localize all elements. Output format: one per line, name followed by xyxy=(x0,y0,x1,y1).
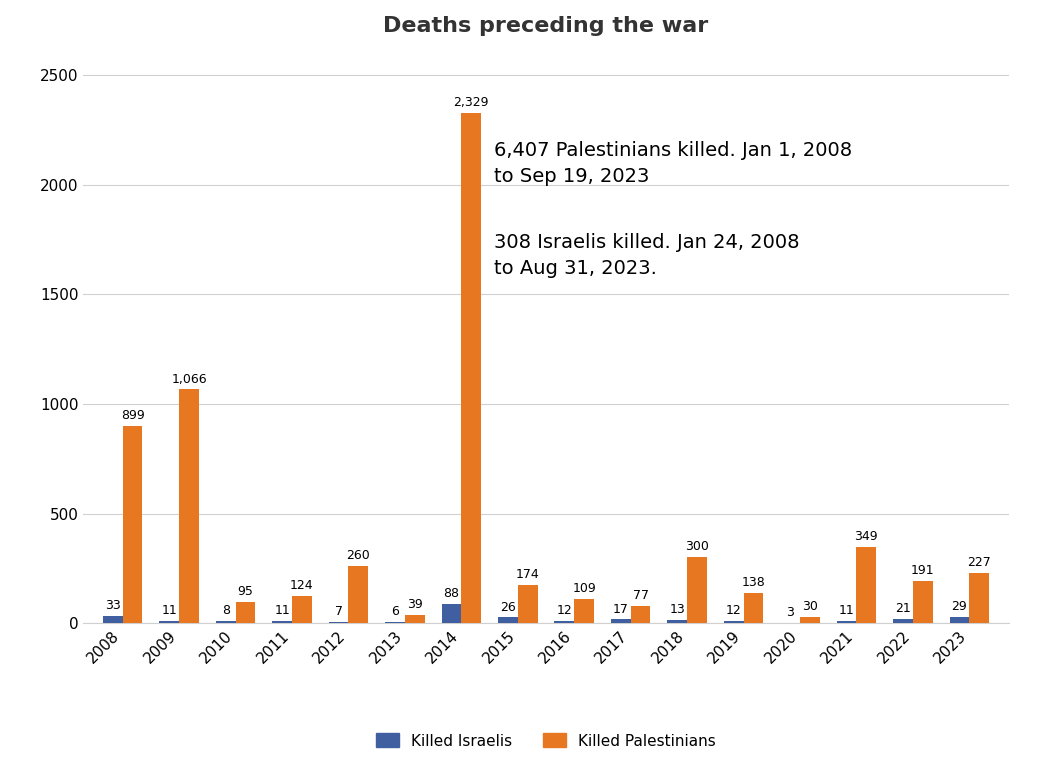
Bar xyxy=(668,620,687,623)
Text: 227: 227 xyxy=(967,556,991,569)
Text: 95: 95 xyxy=(237,585,254,598)
Title: Deaths preceding the war: Deaths preceding the war xyxy=(384,17,708,36)
Text: 39: 39 xyxy=(407,597,422,611)
Bar xyxy=(744,593,763,623)
Bar xyxy=(103,616,123,623)
Bar xyxy=(159,621,179,623)
Bar xyxy=(442,604,462,623)
Text: 191: 191 xyxy=(911,565,935,578)
Text: 33: 33 xyxy=(105,599,121,612)
Legend: Killed Israelis, Killed Palestinians: Killed Israelis, Killed Palestinians xyxy=(376,733,716,749)
Text: 12: 12 xyxy=(556,603,572,616)
Bar xyxy=(969,574,989,623)
Text: 899: 899 xyxy=(121,409,145,422)
Bar xyxy=(272,621,292,623)
Text: 109: 109 xyxy=(572,582,596,595)
Bar xyxy=(348,566,368,623)
Bar xyxy=(724,621,744,623)
Text: 11: 11 xyxy=(161,604,177,617)
Text: 11: 11 xyxy=(838,604,855,617)
Text: 1,066: 1,066 xyxy=(172,372,207,385)
Text: 349: 349 xyxy=(855,530,878,543)
Text: 88: 88 xyxy=(443,587,460,600)
Text: 11: 11 xyxy=(275,604,290,617)
Text: 6,407 Palestinians killed. Jan 1, 2008
to Sep 19, 2023: 6,407 Palestinians killed. Jan 1, 2008 t… xyxy=(494,141,852,186)
Bar xyxy=(292,596,312,623)
Text: 12: 12 xyxy=(726,603,742,616)
Text: 30: 30 xyxy=(802,600,817,613)
Text: 3: 3 xyxy=(786,606,794,619)
Text: 8: 8 xyxy=(222,604,230,617)
Bar xyxy=(836,621,856,623)
Text: 29: 29 xyxy=(952,600,967,613)
Text: 17: 17 xyxy=(613,603,629,616)
Bar xyxy=(498,617,518,623)
Text: 26: 26 xyxy=(500,600,516,613)
Bar xyxy=(913,581,933,623)
Bar xyxy=(518,585,538,623)
Text: 2,329: 2,329 xyxy=(453,96,489,109)
Bar xyxy=(574,600,594,623)
Bar xyxy=(554,621,574,623)
Text: 21: 21 xyxy=(895,602,911,615)
Bar xyxy=(236,603,256,623)
Bar xyxy=(893,619,913,623)
Bar xyxy=(385,622,405,623)
Bar xyxy=(405,615,424,623)
Bar xyxy=(329,622,348,623)
Bar xyxy=(687,557,707,623)
Bar xyxy=(216,622,236,623)
Text: 6: 6 xyxy=(391,605,399,618)
Bar xyxy=(950,617,969,623)
Bar xyxy=(800,616,820,623)
Text: 300: 300 xyxy=(685,540,709,553)
Bar xyxy=(462,112,482,623)
Text: 174: 174 xyxy=(516,568,540,581)
Text: 13: 13 xyxy=(670,603,685,616)
Text: 124: 124 xyxy=(290,579,314,592)
Text: 308 Israelis killed. Jan 24, 2008
to Aug 31, 2023.: 308 Israelis killed. Jan 24, 2008 to Aug… xyxy=(494,233,800,278)
Text: 77: 77 xyxy=(632,589,649,603)
Bar xyxy=(179,389,199,623)
Text: 7: 7 xyxy=(335,605,342,618)
Text: 138: 138 xyxy=(742,576,765,589)
Text: 260: 260 xyxy=(346,549,370,562)
Bar xyxy=(123,426,142,623)
Bar xyxy=(630,606,650,623)
Bar xyxy=(856,546,876,623)
Bar xyxy=(610,619,630,623)
